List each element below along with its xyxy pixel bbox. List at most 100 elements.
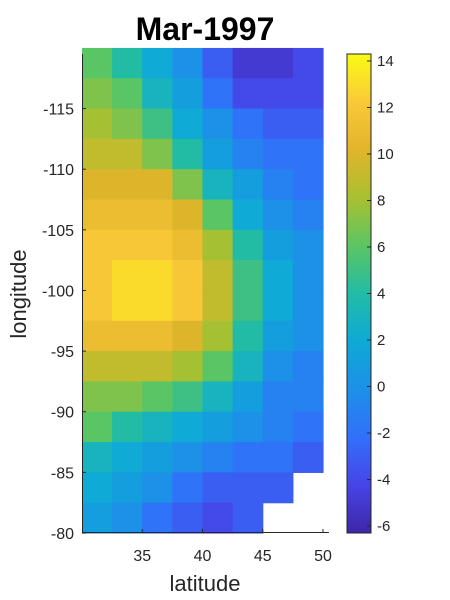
heatmap-cell	[292, 442, 324, 473]
heatmap-cell	[202, 290, 234, 322]
heatmap-cell	[292, 351, 324, 383]
y-tick-label: -105	[42, 223, 74, 240]
chart-title: Mar-1997	[136, 11, 275, 47]
heatmap-cell	[142, 78, 173, 110]
heatmap-cell	[262, 351, 294, 383]
heatmap-cell	[172, 169, 204, 201]
heatmap-cell	[202, 320, 234, 352]
heatmap-cell	[142, 411, 173, 443]
y-ticks: -115 -110 -105 -100 -95 -90 -85 -80	[42, 102, 86, 543]
heatmap-cell	[82, 472, 113, 504]
heatmap-cell	[202, 199, 234, 231]
heatmap-cell	[202, 442, 234, 473]
heatmap-cell	[82, 502, 113, 534]
heatmap-cell	[232, 138, 264, 170]
colorbar-tick-label: -4	[377, 472, 390, 489]
heatmap-cell	[172, 351, 204, 383]
heatmap-cell	[112, 290, 143, 322]
heatmap-cell	[142, 290, 173, 322]
heatmap-cell	[232, 411, 264, 443]
heatmap-cell	[112, 260, 143, 292]
heatmap-cell	[82, 411, 113, 443]
heatmap-cell	[172, 320, 204, 352]
x-axis-label: latitude	[170, 571, 241, 596]
y-axis-label: longitude	[6, 249, 31, 338]
heatmap-cell	[262, 411, 294, 443]
heatmap-cell	[82, 260, 113, 292]
heatmap-cell	[142, 320, 173, 352]
heatmap-cell	[262, 199, 294, 231]
colorbar-tick-label: 6	[377, 239, 385, 256]
y-tick-label: -115	[43, 102, 74, 119]
heatmap-cell	[202, 260, 234, 292]
heatmap-cell	[82, 78, 113, 110]
heatmap-cell	[82, 229, 113, 261]
heatmap-cell	[262, 260, 294, 292]
heatmap-cell	[172, 411, 204, 443]
heatmap-cell	[232, 229, 264, 261]
heatmap-cell	[172, 260, 204, 292]
colorbar: -6 -4 -2 0 2 4 6 8 10 12 14	[346, 53, 394, 535]
heatmap-cell	[202, 138, 234, 170]
heatmap-cell	[112, 138, 143, 170]
heatmap-cell	[172, 442, 204, 473]
heatmap-cell	[142, 472, 173, 504]
x-tick-label: 40	[194, 548, 212, 565]
heatmap-cell	[142, 138, 173, 170]
colorbar-tick-label: 4	[377, 286, 385, 303]
heatmap-cell	[232, 199, 264, 231]
heatmap-cell	[172, 199, 204, 231]
y-tick-label: -110	[43, 162, 74, 179]
heatmap-cell	[172, 502, 204, 534]
heatmap-cell	[172, 229, 204, 261]
x-tick-label: 35	[133, 548, 151, 565]
heatmap-cell	[232, 351, 264, 383]
heatmap-cell	[232, 442, 264, 473]
heatmap-cell	[202, 47, 234, 79]
heatmap-cell	[202, 472, 234, 504]
heatmap-cell	[112, 381, 143, 413]
heatmap-cell	[172, 47, 204, 79]
heatmap-cell	[232, 169, 264, 201]
heatmap-cell	[292, 108, 324, 140]
heatmap-cell	[232, 472, 264, 504]
heatmap-cell	[172, 108, 204, 140]
heatmap-cell	[292, 290, 324, 322]
colorbar-ticks: -6 -4 -2 0 2 4 6 8 10 12 14	[367, 53, 394, 535]
heatmap-cell	[172, 472, 204, 504]
heatmap-cell	[142, 199, 173, 231]
colorbar-tick-label: 12	[377, 99, 394, 116]
heatmap-cell	[232, 47, 264, 79]
heatmap-cell	[112, 229, 143, 261]
heatmap-cell	[172, 78, 204, 110]
colorbar-tick-label: 14	[377, 53, 394, 70]
heatmap-cell	[262, 138, 294, 170]
heatmap-cell	[142, 47, 173, 79]
heatmap-cell	[262, 229, 294, 261]
heatmap-cell	[112, 472, 143, 504]
heatmap-cell	[292, 169, 324, 201]
heatmap-cell	[82, 320, 113, 352]
heatmap-cell	[202, 169, 234, 201]
colorbar-tick-label: 8	[377, 192, 385, 209]
heatmap-cells	[82, 47, 324, 534]
colorbar-tick-label: -2	[377, 425, 390, 442]
heatmap-cell	[202, 411, 234, 443]
colorbar-tick-label: 2	[377, 332, 385, 349]
heatmap-cell	[232, 502, 264, 534]
heatmap-cell	[262, 169, 294, 201]
heatmap-cell	[82, 138, 113, 170]
heatmap-cell	[112, 351, 143, 383]
heatmap-cell	[262, 78, 294, 110]
heatmap-cell	[262, 472, 294, 504]
heatmap-cell	[292, 411, 324, 443]
y-tick-label: -80	[51, 526, 74, 543]
heatmap-cell	[142, 351, 173, 383]
colorbar-tick-label: -6	[377, 518, 390, 535]
heatmap-cell	[262, 108, 294, 140]
heatmap-cell	[202, 108, 234, 140]
heatmap-cell	[262, 320, 294, 352]
heatmap-cell	[82, 381, 113, 413]
heatmap-cell	[112, 411, 143, 443]
